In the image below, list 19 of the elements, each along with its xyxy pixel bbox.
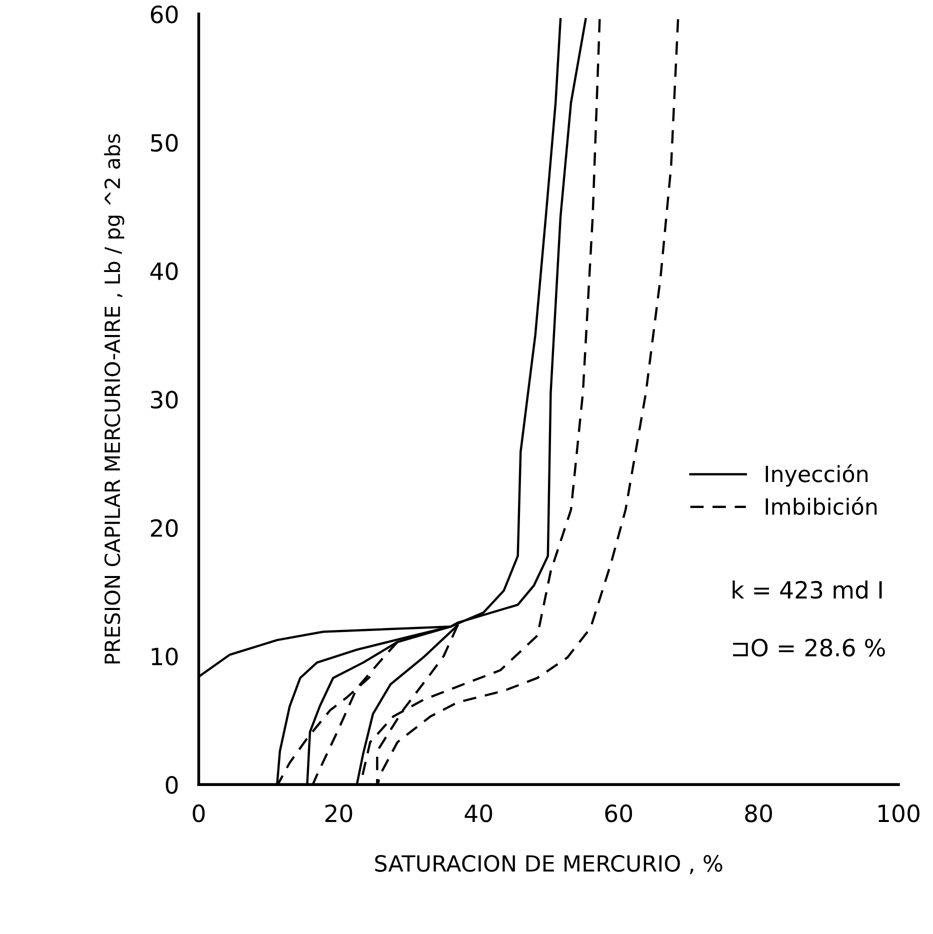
y-tick-label: 40 — [150, 262, 178, 280]
y-tick-label: 60 — [150, 5, 178, 24]
x-tick-label: 0 — [192, 804, 205, 822]
x-tick-label: 80 — [745, 804, 772, 822]
y-tick-label: 50 — [151, 134, 178, 152]
y-tick-label: 30 — [151, 390, 178, 409]
y-axis-title: PRESION CAPILAR MERCURIO-AIRE , Lb / pg ^2 abs — [104, 134, 124, 664]
x-tick-label: 40 — [464, 804, 492, 822]
y-tick-label: 0 — [166, 776, 178, 794]
annotation: k = 423 md I — [732, 580, 882, 599]
x-tick-label: 60 — [605, 804, 632, 822]
y-tick-label: 10 — [152, 648, 178, 666]
x-tick-label: 100 — [878, 804, 920, 822]
x-axis-title: SATURACION DE MERCURIO , % — [375, 855, 722, 874]
y-tick-label: 20 — [150, 519, 178, 538]
x-tick-label: 20 — [325, 804, 352, 822]
legend-label: Inyección — [766, 464, 868, 487]
legend-label: Imbibición — [766, 496, 877, 515]
annotation: ⊐O = 28.6 % — [733, 638, 885, 657]
